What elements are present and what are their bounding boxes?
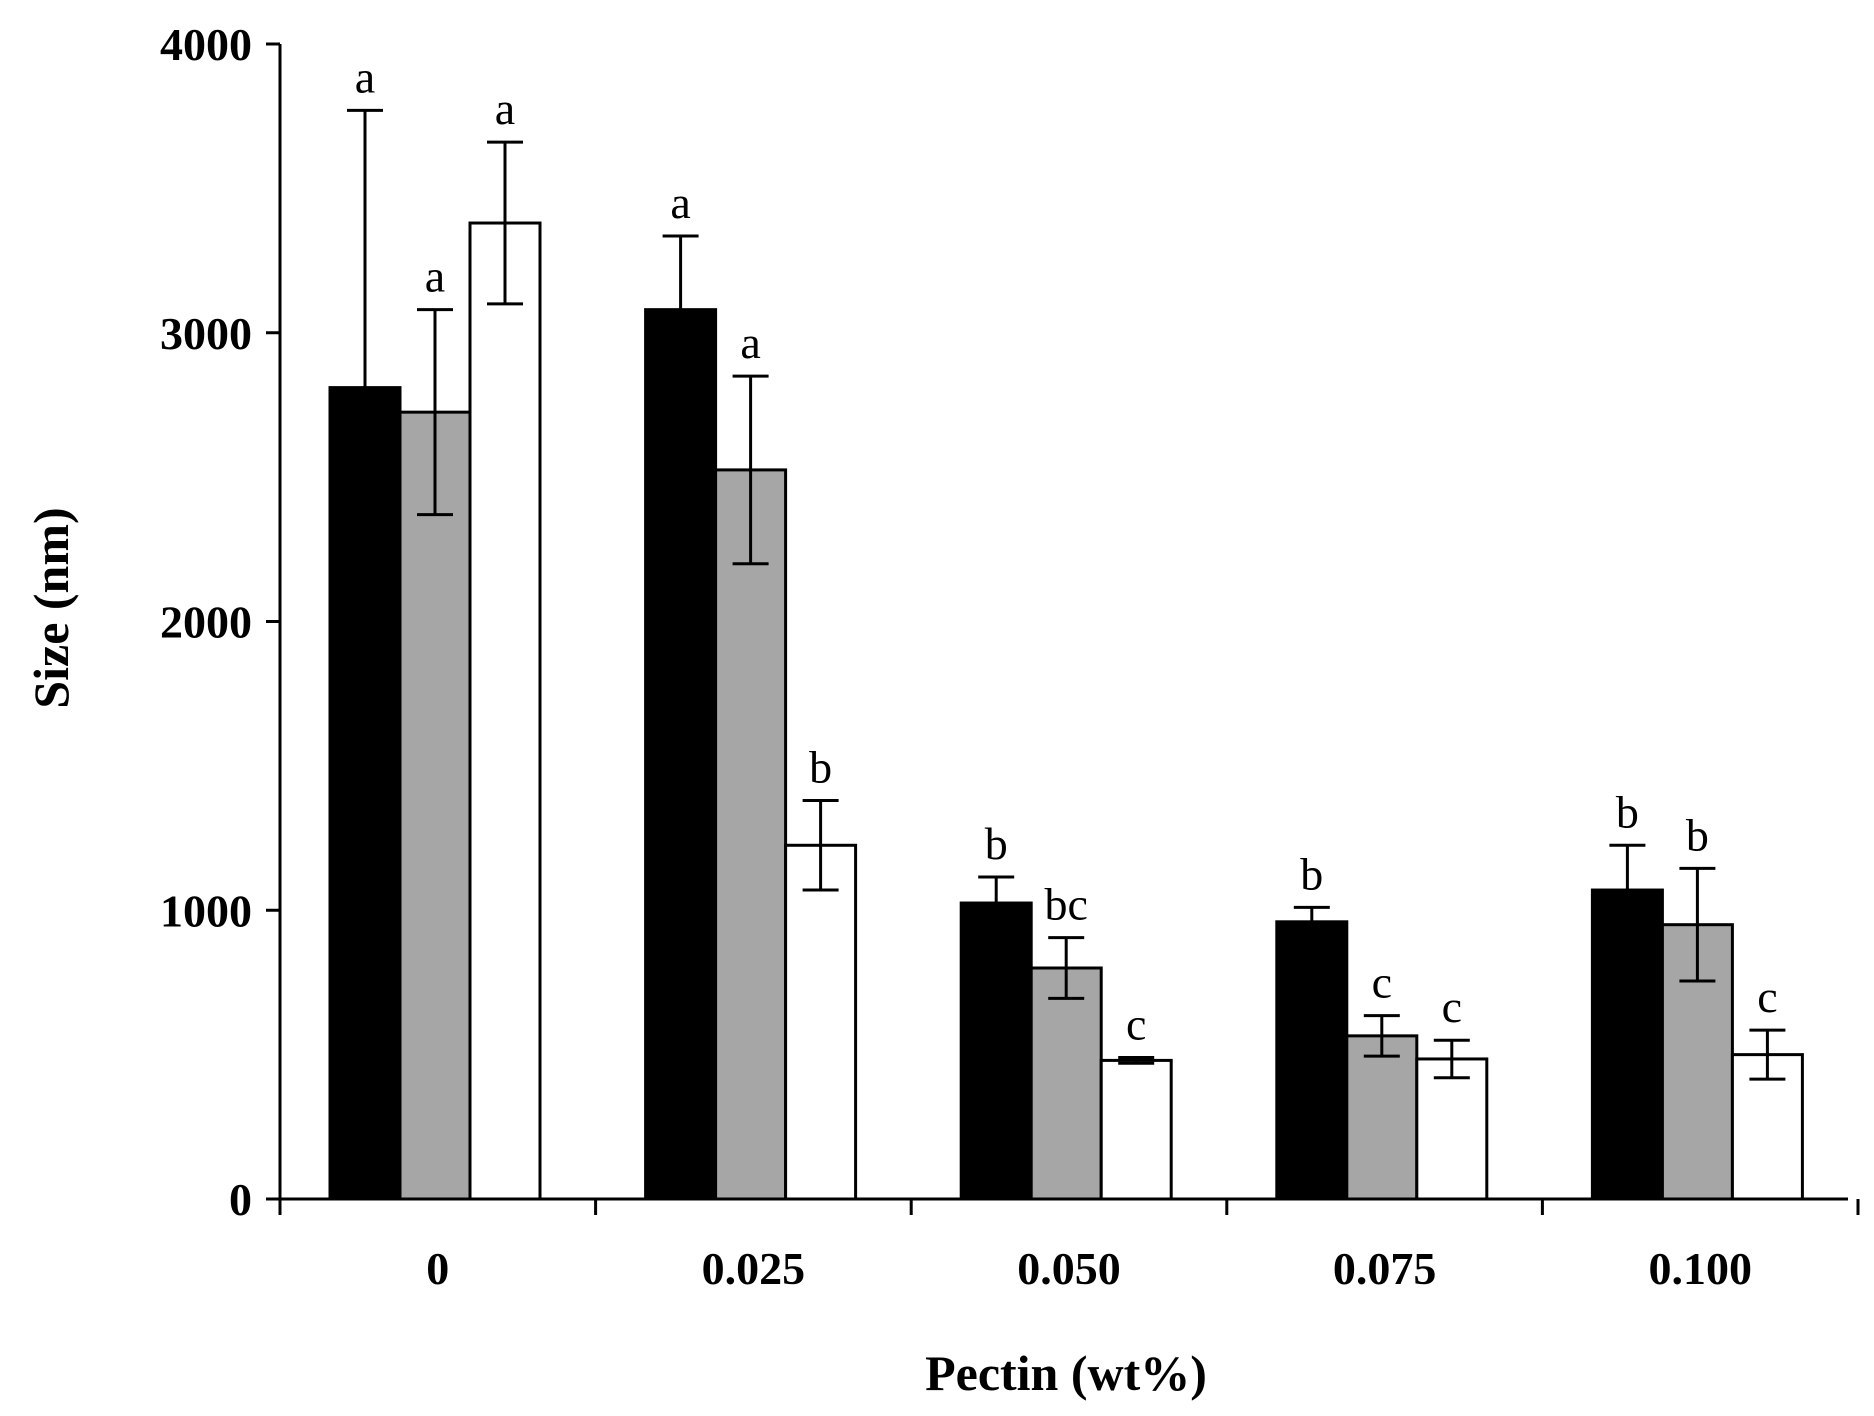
- x-axis-title: Pectin (wt%): [925, 1345, 1207, 1401]
- x-tick-label-4: 0.100: [1648, 1243, 1752, 1294]
- y-tick-label-1: 1000: [160, 885, 252, 936]
- bars-layer: [328, 108, 1804, 1201]
- significance-label-series-black-3: b: [1300, 848, 1323, 899]
- significance-label-series-black-1: a: [670, 177, 690, 228]
- bar-series-gray-0: [398, 410, 472, 1201]
- x-tick-label-1: 0.025: [702, 1243, 806, 1294]
- bar-series-gray-3: [1345, 1034, 1419, 1201]
- bar-series-black-2: [959, 901, 1033, 1201]
- bar-series-white-3: [1415, 1057, 1489, 1201]
- significance-label-series-gray-4: b: [1686, 809, 1709, 860]
- x-tick-label-2: 0.050: [1017, 1243, 1121, 1294]
- y-tick-label-2: 2000: [160, 597, 252, 648]
- bar-series-white-2: [1099, 1058, 1173, 1201]
- significance-label-series-gray-0: a: [425, 251, 445, 302]
- y-tick-label-3: 3000: [160, 308, 252, 359]
- y-axis-title: Size (nm): [23, 507, 79, 708]
- bar-series-black-3: [1275, 920, 1349, 1201]
- bar-series-white-1: [784, 843, 858, 1201]
- significance-label-series-black-4: b: [1616, 786, 1639, 837]
- bar-series-white-0: [468, 221, 542, 1201]
- significance-label-series-black-2: b: [985, 818, 1008, 869]
- bar-series-black-4: [1590, 888, 1664, 1201]
- significance-label-series-gray-3: c: [1372, 957, 1392, 1008]
- significance-label-series-gray-1: a: [740, 317, 760, 368]
- x-tick-label-0: 0: [426, 1243, 449, 1294]
- axes-layer: 0 1000 2000 3000 4000 0 0.025 0.050 0.075 0.100: [160, 19, 1860, 1294]
- y-tick-label-0: 0: [229, 1174, 252, 1225]
- bar-series-gray-2: [1029, 966, 1103, 1201]
- significance-label-series-gray-2: bc: [1044, 879, 1087, 930]
- bar-series-gray-1: [714, 468, 788, 1201]
- x-tick-label-3: 0.075: [1333, 1243, 1437, 1294]
- y-tick-label-4: 4000: [160, 19, 252, 70]
- bar-series-black-1: [644, 308, 718, 1201]
- significance-label-series-white-2: c: [1126, 999, 1146, 1050]
- significance-label-series-white-0: a: [495, 83, 515, 134]
- significance-label-series-white-3: c: [1442, 981, 1462, 1032]
- significance-label-series-black-0: a: [355, 51, 375, 102]
- significance-label-series-white-1: b: [809, 742, 832, 793]
- significance-label-series-white-4: c: [1757, 971, 1777, 1022]
